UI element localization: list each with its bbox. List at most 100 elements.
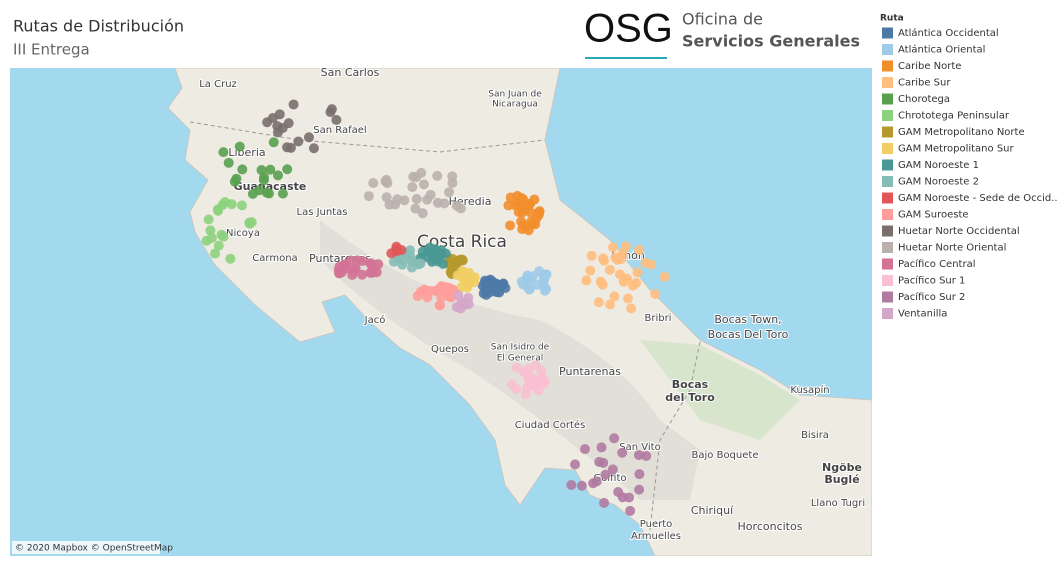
route-point <box>539 285 550 296</box>
route-point <box>518 219 529 230</box>
attribution-box <box>12 541 160 554</box>
route-point <box>625 505 636 516</box>
legend-swatch <box>882 60 893 72</box>
legend: Atlántica Occidental Atlántica Oriental Ca… <box>882 27 1058 320</box>
route-point <box>434 300 445 311</box>
route-point <box>205 225 216 236</box>
route-point <box>410 203 421 214</box>
route-point <box>380 176 391 187</box>
route-point <box>397 259 408 270</box>
route-point <box>282 164 293 175</box>
route-point <box>223 157 234 168</box>
place-label: Kusapín <box>790 384 829 396</box>
legend-label: GAM Metropolitano Sur <box>898 144 1014 155</box>
route-point <box>455 203 466 214</box>
route-point <box>308 143 319 154</box>
place-label: San Rafael <box>313 125 366 136</box>
route-point <box>613 487 624 498</box>
legend-label: Pacífico Central <box>898 258 976 270</box>
route-point <box>522 369 533 380</box>
route-point <box>518 279 529 290</box>
legend-label: Caribe Sur <box>898 78 951 89</box>
route-point <box>579 444 590 455</box>
place-label: La Cruz <box>199 79 237 90</box>
route-point <box>581 275 592 286</box>
route-point <box>489 281 500 292</box>
route-point <box>415 258 426 269</box>
legend-label: GAM Noroeste - Sede de Occid.. <box>898 193 1058 204</box>
route-point <box>293 136 304 147</box>
legend-swatch <box>882 27 893 39</box>
route-point <box>469 277 480 288</box>
route-point <box>624 492 635 503</box>
route-point <box>392 194 403 205</box>
route-point <box>511 362 522 373</box>
route-point <box>444 187 455 198</box>
route-point <box>439 198 450 209</box>
legend-label: Atlántica Occidental <box>898 27 999 39</box>
legend-swatch <box>882 209 893 220</box>
place-label: Carmona <box>252 253 297 264</box>
legend-label: Caribe Norte <box>898 61 961 72</box>
route-point <box>511 383 522 394</box>
place-label: Puerto <box>640 519 673 530</box>
route-point <box>505 220 516 231</box>
route-point <box>586 250 597 261</box>
legend-swatch <box>882 291 893 303</box>
route-point <box>585 265 596 276</box>
border-nicaragua <box>189 121 546 153</box>
route-point <box>273 170 284 181</box>
place-label: del Toro <box>665 391 715 404</box>
legend-label: GAM Noroeste 2 <box>898 177 979 188</box>
place-label: Bajo Boquete <box>692 450 759 461</box>
route-point <box>566 480 577 491</box>
legend-label: Pacífico Sur 2 <box>898 291 965 303</box>
border-panama <box>649 341 701 531</box>
route-point <box>451 301 462 312</box>
route-point <box>247 188 258 199</box>
route-point <box>617 247 628 258</box>
legend-label: Huetar Norte Oriental <box>898 243 1006 254</box>
route-point <box>363 191 374 202</box>
route-point <box>267 113 278 124</box>
place-label: Bisira <box>801 430 829 441</box>
route-point <box>534 206 545 217</box>
place-label: Ngöbe <box>822 461 862 474</box>
route-point <box>634 469 645 480</box>
route-point <box>432 170 443 181</box>
place-label: San Carlos <box>321 66 380 79</box>
route-point <box>217 200 228 211</box>
legend-swatch <box>882 126 893 138</box>
route-point <box>541 269 552 280</box>
logo-acronym: OSG <box>584 7 673 51</box>
route-point <box>206 232 217 243</box>
place-label: Las Juntas <box>297 207 348 218</box>
legend-swatch <box>882 159 893 171</box>
legend-title: Ruta <box>880 14 904 24</box>
route-point <box>436 292 447 303</box>
route-point <box>634 244 645 255</box>
route-point <box>367 267 378 278</box>
route-point <box>462 282 473 293</box>
route-point <box>525 273 536 284</box>
route-point <box>599 255 610 266</box>
legend-swatch <box>882 275 893 286</box>
route-point <box>357 256 368 267</box>
legend-label: GAM Suroeste <box>898 210 969 221</box>
place-label: Bocas <box>672 378 709 391</box>
route-point <box>417 208 428 219</box>
route-point <box>525 198 536 209</box>
place-label: Llano Tugri <box>811 498 865 509</box>
legend-swatch <box>882 225 893 237</box>
attribution: © 2020 Mapbox © OpenStreetMap <box>15 544 173 554</box>
route-point <box>261 187 272 198</box>
route-point <box>203 214 214 225</box>
legend-swatch <box>882 110 893 121</box>
route-point <box>537 276 548 287</box>
route-point <box>527 219 538 230</box>
land <box>167 68 872 556</box>
mountains <box>320 220 700 500</box>
route-point <box>282 142 293 153</box>
